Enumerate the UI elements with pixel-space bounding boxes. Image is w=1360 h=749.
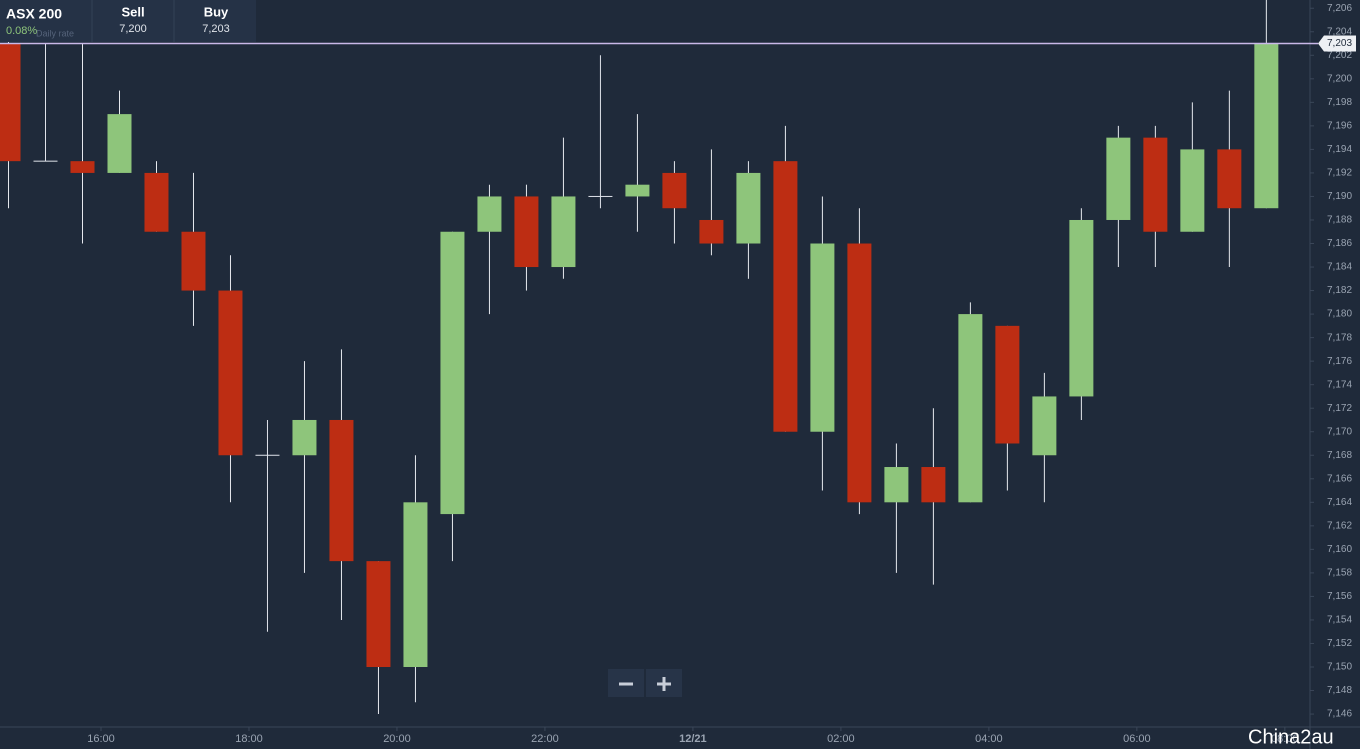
x-tick-label: 06:00 — [1123, 733, 1151, 745]
candle-body — [33, 160, 58, 162]
y-tick-label: 7,194 — [1327, 144, 1352, 155]
x-tick-label: 16:00 — [87, 733, 115, 745]
buy-price[interactable]: 7,203 — [202, 23, 230, 35]
y-tick-label: 7,198 — [1327, 97, 1352, 108]
y-tick-label: 7,160 — [1327, 544, 1352, 555]
y-tick-label: 7,186 — [1327, 238, 1352, 249]
y-tick-label: 7,162 — [1327, 520, 1352, 531]
y-tick-label: 7,182 — [1327, 285, 1352, 296]
sell-price[interactable]: 7,200 — [119, 23, 147, 35]
candle-body — [662, 172, 687, 209]
y-tick-label: 7,206 — [1327, 3, 1352, 14]
y-tick-label: 7,154 — [1327, 615, 1352, 626]
y-tick-label: 7,178 — [1327, 332, 1352, 343]
x-tick-label: 18:00 — [235, 733, 263, 745]
y-tick-label: 7,184 — [1327, 262, 1352, 273]
y-tick-label: 7,204 — [1327, 26, 1352, 37]
last-price-label: 7,203 — [1327, 38, 1352, 49]
candle-body — [810, 243, 835, 432]
candle-body — [1106, 137, 1131, 220]
candle-body — [1069, 219, 1094, 397]
y-tick-label: 7,152 — [1327, 638, 1352, 649]
watermark: China2au — [1248, 726, 1334, 748]
y-tick-label: 7,188 — [1327, 215, 1352, 226]
buy-label[interactable]: Buy — [204, 4, 229, 19]
candle-body — [1032, 396, 1057, 456]
y-tick-label: 7,170 — [1327, 426, 1352, 437]
candle-body — [218, 290, 243, 456]
candle-body — [144, 172, 169, 232]
candle-body — [107, 114, 132, 173]
y-tick-label: 7,150 — [1327, 662, 1352, 673]
zoom-controls — [608, 669, 682, 697]
candle-body — [329, 419, 354, 562]
y-tick-label: 7,168 — [1327, 450, 1352, 461]
y-tick-label: 7,190 — [1327, 191, 1352, 202]
y-tick-label: 7,196 — [1327, 121, 1352, 132]
candle-body — [181, 231, 206, 291]
y-tick-label: 7,164 — [1327, 497, 1352, 508]
y-tick-label: 7,174 — [1327, 379, 1352, 390]
candle-body — [0, 43, 21, 162]
x-tick-label: 20:00 — [383, 733, 411, 745]
candle-body — [477, 196, 502, 232]
x-tick-label: 22:00 — [531, 733, 559, 745]
y-tick-label: 7,148 — [1327, 685, 1352, 696]
candle-body — [292, 419, 317, 456]
x-tick-label: 04:00 — [975, 733, 1003, 745]
candle-body — [1143, 137, 1168, 232]
sell-label[interactable]: Sell — [121, 4, 144, 19]
candle-body — [440, 231, 465, 515]
last-price-tag — [1318, 35, 1356, 52]
candle-body — [255, 454, 280, 456]
y-tick-label: 7,172 — [1327, 403, 1352, 414]
candle-body — [995, 325, 1020, 444]
quote-panel: ASX 200 Daily rate 0.08% Sell 7,200 Buy … — [0, 0, 256, 42]
candle-body — [70, 161, 95, 173]
candle-body — [958, 314, 983, 503]
y-tick-label: 7,166 — [1327, 473, 1352, 484]
candle-body — [921, 467, 946, 503]
candle-body — [588, 195, 613, 197]
candle-body — [773, 161, 798, 432]
instrument-name: ASX 200 — [6, 6, 62, 22]
x-tick-label: 12/21 — [679, 733, 707, 745]
candle-body — [366, 561, 391, 668]
y-tick-label: 7,158 — [1327, 568, 1352, 579]
candle-body — [1217, 149, 1242, 209]
candle-body — [403, 502, 428, 668]
candle-body — [847, 243, 872, 503]
y-tick-label: 7,156 — [1327, 591, 1352, 602]
y-tick-label: 7,180 — [1327, 309, 1352, 320]
candle-body — [1180, 149, 1205, 232]
candle-body — [514, 196, 539, 268]
y-tick-label: 7,202 — [1327, 50, 1352, 61]
y-tick-label: 7,192 — [1327, 168, 1352, 179]
candle-body — [736, 172, 761, 244]
y-tick-label: 7,146 — [1327, 709, 1352, 720]
rate-note: Daily rate — [36, 28, 74, 38]
x-tick-label: 08:00 — [1271, 733, 1299, 745]
candle-body — [884, 467, 909, 503]
y-tick-label: 7,200 — [1327, 73, 1352, 84]
candle-body — [699, 219, 724, 244]
axes: 7,146 7,148 7,150 7,152 7,154 7,156 7,158 7,160… — [87, 3, 1356, 745]
x-tick-label: 02:00 — [827, 733, 855, 745]
candle-body — [551, 196, 576, 268]
candle-body — [625, 184, 650, 197]
plot-area — [0, 0, 1310, 715]
y-tick-label: 7,176 — [1327, 356, 1352, 367]
change: 0.08% — [6, 25, 37, 37]
quote-panel-bg — [0, 0, 256, 42]
candle-body — [1254, 43, 1279, 209]
